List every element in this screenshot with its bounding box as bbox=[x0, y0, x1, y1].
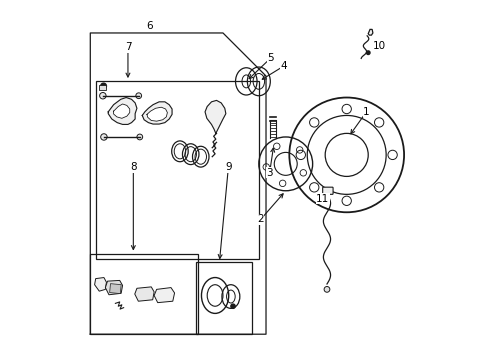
Text: 7: 7 bbox=[124, 42, 131, 52]
Text: 5: 5 bbox=[267, 53, 273, 63]
Text: 1: 1 bbox=[363, 107, 369, 117]
Bar bbox=[196, 262, 251, 334]
Polygon shape bbox=[108, 98, 137, 125]
Text: 10: 10 bbox=[372, 41, 385, 50]
Circle shape bbox=[324, 287, 329, 292]
Polygon shape bbox=[204, 100, 225, 134]
Polygon shape bbox=[367, 30, 372, 35]
Circle shape bbox=[140, 292, 144, 296]
Text: 6: 6 bbox=[146, 21, 152, 31]
Bar bbox=[96, 81, 258, 259]
Bar bbox=[99, 85, 105, 90]
Circle shape bbox=[136, 93, 142, 99]
Polygon shape bbox=[105, 280, 122, 295]
Circle shape bbox=[101, 83, 106, 89]
Text: 11: 11 bbox=[315, 194, 328, 204]
Text: 3: 3 bbox=[266, 168, 272, 178]
Polygon shape bbox=[135, 287, 154, 301]
Text: 4: 4 bbox=[280, 61, 286, 71]
Text: 2: 2 bbox=[257, 215, 264, 224]
Circle shape bbox=[366, 51, 369, 54]
Polygon shape bbox=[142, 102, 172, 124]
Polygon shape bbox=[94, 278, 106, 291]
Circle shape bbox=[100, 93, 106, 99]
Bar bbox=[109, 284, 121, 293]
Polygon shape bbox=[147, 107, 167, 121]
Circle shape bbox=[101, 134, 107, 140]
Circle shape bbox=[230, 304, 235, 309]
Polygon shape bbox=[154, 288, 174, 303]
Text: 8: 8 bbox=[130, 162, 136, 172]
Circle shape bbox=[137, 134, 142, 140]
Text: 9: 9 bbox=[224, 162, 231, 172]
Polygon shape bbox=[113, 104, 129, 118]
Bar bbox=[90, 253, 198, 334]
Circle shape bbox=[140, 296, 144, 299]
Circle shape bbox=[145, 296, 148, 299]
FancyBboxPatch shape bbox=[322, 187, 332, 194]
Circle shape bbox=[145, 292, 148, 296]
